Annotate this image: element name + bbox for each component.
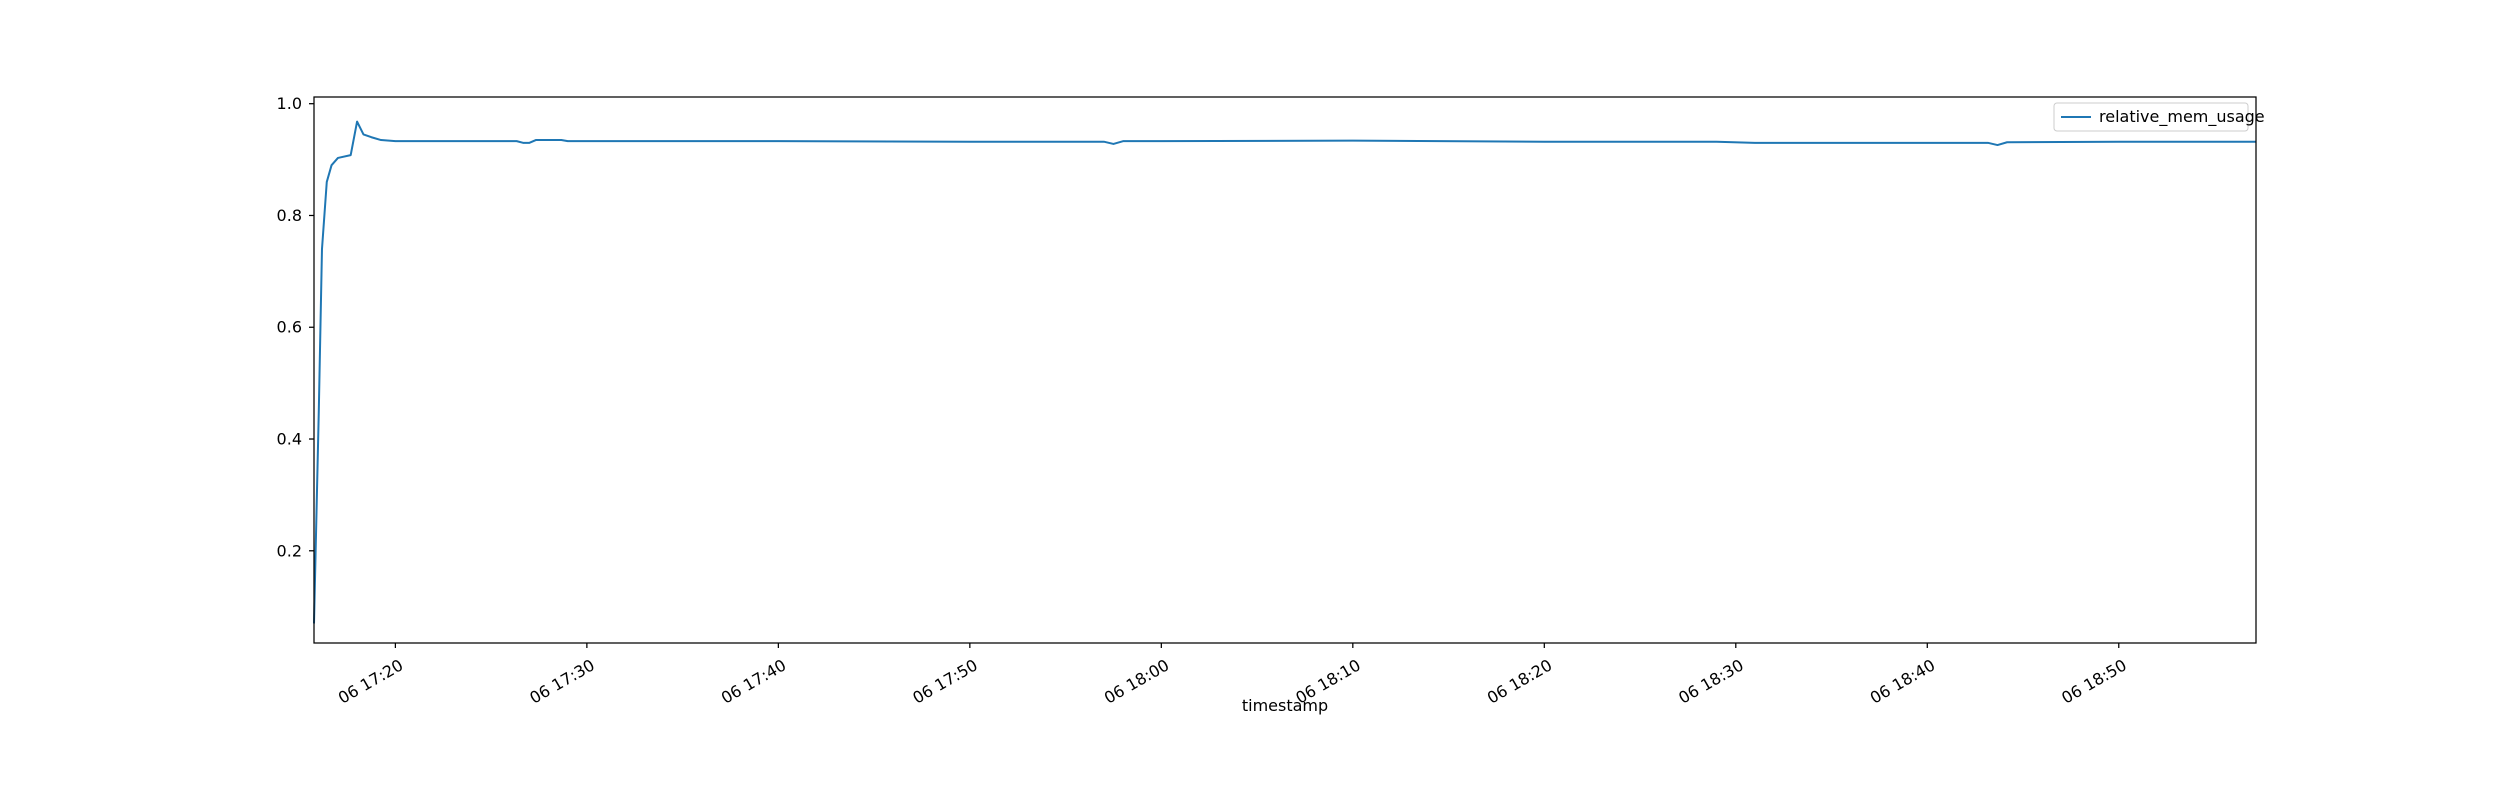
legend-label-relative-mem-usage: relative_mem_usage bbox=[2099, 107, 2265, 127]
y-tick-label: 0.8 bbox=[277, 206, 302, 225]
series-line-relative-mem-usage bbox=[313, 120, 2256, 624]
y-tick-label: 0.6 bbox=[277, 318, 302, 337]
y-axis: 0.2 0.4 0.6 0.8 1.0 bbox=[277, 94, 314, 560]
plot-area bbox=[314, 97, 2256, 643]
x-axis-title: timestamp bbox=[1242, 696, 1328, 715]
y-tick-label: 0.4 bbox=[277, 430, 302, 449]
plot-frame bbox=[313, 96, 2257, 644]
legend-box bbox=[2053, 102, 2249, 132]
y-tick-label: 0.2 bbox=[277, 541, 302, 560]
legend: relative_mem_usage bbox=[2053, 102, 2265, 132]
series-layer bbox=[313, 120, 2256, 624]
y-tick-label: 1.0 bbox=[277, 94, 302, 113]
